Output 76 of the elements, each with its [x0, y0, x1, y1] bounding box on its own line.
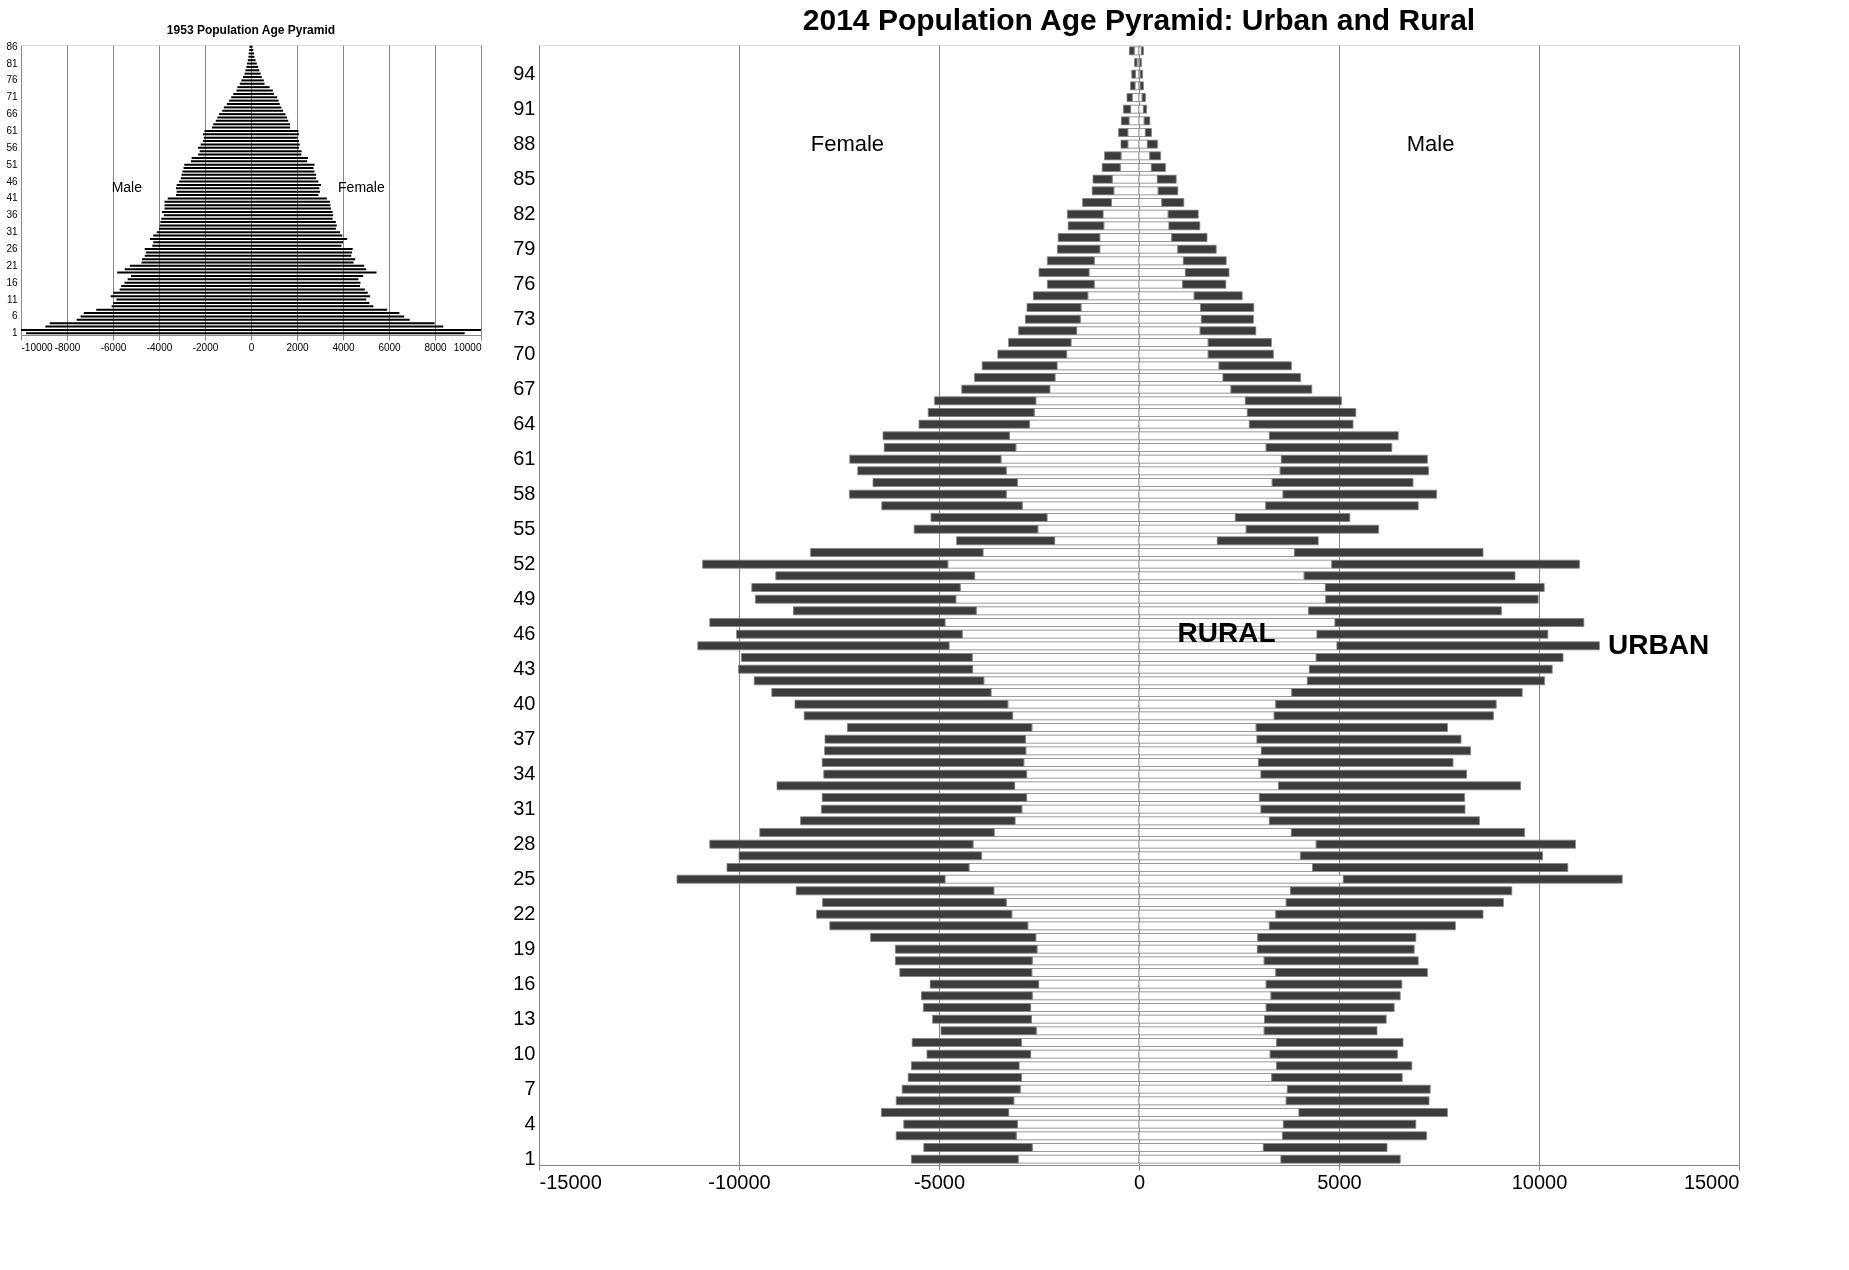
y-tick-label: 71	[6, 91, 18, 103]
y-tick-label: 22	[513, 902, 536, 925]
y-tick-label: 52	[513, 552, 536, 575]
y-tick-label: 56	[6, 141, 18, 153]
y-tick-label: 40	[513, 692, 536, 715]
annotation: Female	[810, 131, 885, 157]
x-tick-label: 6000	[378, 341, 402, 353]
y-tick-label: 81	[6, 57, 18, 69]
y-tick-label: 31	[513, 797, 536, 820]
y-tick-label: 55	[513, 517, 536, 540]
x-tick-label: 10000	[453, 341, 482, 353]
y-tick-label: 76	[513, 272, 536, 295]
y-tick-label: 34	[513, 762, 536, 785]
x-tick-label: 0	[1133, 1170, 1146, 1193]
x-tick-label: -4000	[146, 341, 173, 353]
x-tick-label: 8000	[424, 341, 448, 353]
y-tick-label: 1	[524, 1147, 536, 1170]
y-tick-label: 94	[513, 62, 536, 85]
x-tick-label: -6000	[100, 341, 127, 353]
y-tick-label: 64	[513, 412, 536, 435]
y-tick-label: 49	[513, 587, 536, 610]
y-tick-label: 82	[513, 202, 536, 225]
x-tick-label: 5000	[1317, 1170, 1362, 1193]
annotation: Male	[111, 179, 143, 196]
y-tick-label: 67	[513, 377, 536, 400]
y-tick-label: 6	[11, 310, 18, 322]
y-tick-label: 86	[6, 40, 18, 52]
x-tick-label: -10000	[708, 1170, 771, 1193]
y-tick-label: 16	[513, 972, 536, 995]
y-tick-label: 76	[6, 74, 18, 86]
x-tick-label: -10000	[21, 341, 54, 353]
y-tick-label: 85	[513, 167, 536, 190]
x-tick-label: -2000	[192, 341, 219, 353]
y-tick-label: 88	[513, 132, 536, 155]
y-tick-label: 37	[513, 727, 536, 750]
x-tick-label: 2000	[286, 341, 310, 353]
y-tick-label: 61	[513, 447, 536, 470]
y-tick-label: 46	[513, 622, 536, 645]
x-tick-label: -8000	[54, 341, 81, 353]
y-tick-label: 31	[6, 226, 18, 238]
annotation: Female	[338, 179, 385, 196]
y-tick-label: 19	[513, 937, 536, 960]
y-tick-label: 21	[6, 259, 18, 271]
x-tick-label: 4000	[332, 341, 356, 353]
y-tick-label: 51	[6, 158, 18, 170]
y-tick-label: 25	[513, 867, 536, 890]
y-tick-label: 73	[513, 307, 536, 330]
y-tick-label: 13	[513, 1007, 536, 1030]
annotation: URBAN	[1608, 628, 1710, 660]
annotation: RURAL	[1177, 617, 1276, 649]
y-tick-label: 28	[513, 832, 536, 855]
y-tick-label: 1	[11, 327, 18, 339]
y-tick-label: 7	[524, 1077, 536, 1100]
chart-title: 1953 Population Age Pyramid	[166, 23, 336, 38]
y-tick-label: 26	[6, 243, 18, 255]
y-tick-label: 11	[7, 293, 18, 305]
x-tick-label: -15000	[539, 1170, 602, 1193]
x-tick-label: 10000	[1511, 1170, 1568, 1193]
y-tick-label: 10	[513, 1042, 536, 1065]
y-tick-label: 36	[6, 209, 18, 221]
x-tick-label: -5000	[913, 1170, 966, 1193]
y-tick-label: 79	[513, 237, 536, 260]
chart-title: 2014 Population Age Pyramid: Urban and Rural	[802, 3, 1476, 37]
y-tick-label: 41	[6, 192, 18, 204]
x-tick-label: 15000	[1683, 1170, 1740, 1193]
x-tick-label: 0	[248, 341, 255, 353]
annotation: Male	[1406, 131, 1455, 157]
y-tick-label: 91	[513, 97, 536, 120]
y-tick-label: 66	[6, 108, 18, 120]
y-tick-label: 70	[513, 342, 536, 365]
y-tick-label: 58	[513, 482, 536, 505]
y-tick-label: 16	[6, 276, 18, 288]
y-tick-label: 43	[513, 657, 536, 680]
y-tick-label: 46	[6, 175, 18, 187]
y-tick-label: 4	[524, 1112, 536, 1135]
y-tick-label: 61	[6, 124, 18, 136]
